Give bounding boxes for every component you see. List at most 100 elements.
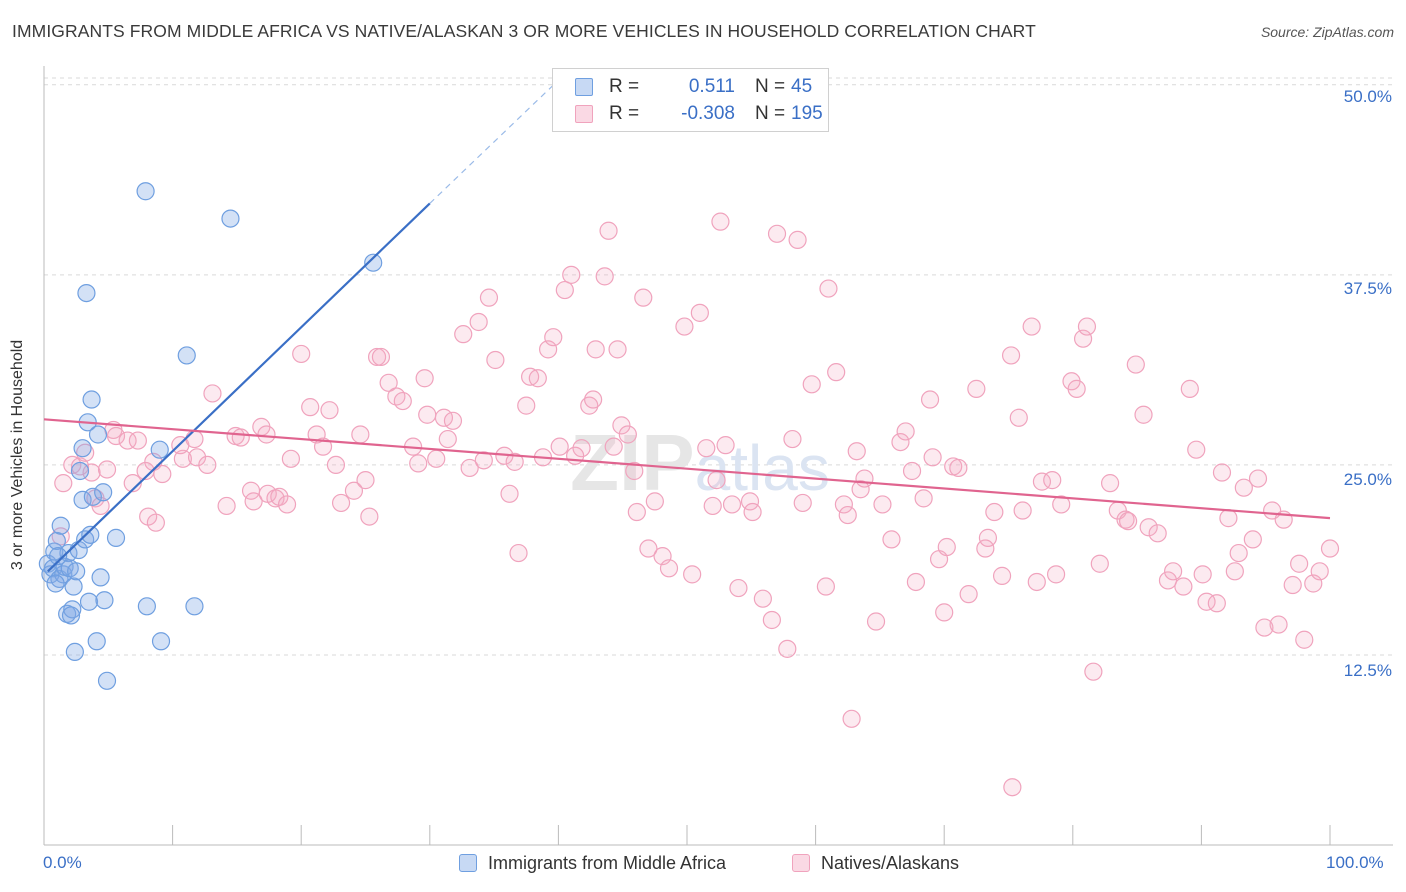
gridlines xyxy=(44,77,1393,656)
pink-point xyxy=(873,495,892,514)
pink-point xyxy=(891,432,910,452)
pink-point xyxy=(1219,509,1238,528)
pink-point xyxy=(1067,379,1086,398)
pink-point xyxy=(618,425,637,444)
pink-point xyxy=(595,267,614,286)
pink-point xyxy=(1134,405,1153,424)
blue-point xyxy=(87,632,106,651)
blue-point xyxy=(137,597,156,616)
pink-point xyxy=(1229,543,1248,563)
pink-point xyxy=(866,612,886,631)
pink-point xyxy=(360,507,379,526)
pink-point xyxy=(231,428,250,447)
pink-point xyxy=(505,452,524,471)
trend-lines xyxy=(43,79,1331,573)
pink-point xyxy=(356,471,375,490)
pink-point xyxy=(521,367,540,386)
y-tick-label: 25.0% xyxy=(1343,470,1392,489)
blue-point xyxy=(177,346,196,365)
blue-point xyxy=(94,483,113,502)
pink-point xyxy=(978,528,998,547)
pink-point xyxy=(460,458,479,478)
pink-swatch xyxy=(575,105,593,123)
pink-point xyxy=(707,471,726,490)
pink-point xyxy=(1187,440,1206,459)
pink-point xyxy=(608,340,627,359)
pink-point xyxy=(992,566,1012,585)
pink-point xyxy=(572,439,591,458)
pink-point xyxy=(1225,562,1244,581)
legend-label-natives-alaskans: Natives/Alaskans xyxy=(821,853,960,873)
blue-point xyxy=(185,597,204,616)
pink-point xyxy=(443,411,463,430)
pink-point xyxy=(1174,577,1193,596)
blue-point xyxy=(97,671,117,690)
pink-point xyxy=(173,449,192,468)
pink-point xyxy=(788,230,807,249)
blue-point xyxy=(77,283,96,303)
pink-point xyxy=(612,416,631,435)
pink-point xyxy=(816,577,835,596)
chart-title: IMMIGRANTS FROM MIDDLE AFRICA VS NATIVE/… xyxy=(12,21,1036,41)
pink-point xyxy=(1139,518,1158,537)
pink-point xyxy=(827,363,846,382)
pink-point xyxy=(474,451,493,470)
r-label: R = xyxy=(609,103,640,124)
pink-series-points xyxy=(51,212,1340,797)
series-legend: Immigrants from Middle Africa Natives/Al… xyxy=(0,851,1406,879)
pink-point xyxy=(1193,565,1212,584)
blue-point xyxy=(82,390,101,409)
y-axis-label: 3 or more Vehicles in Household xyxy=(9,339,26,571)
pink-point xyxy=(722,495,742,514)
pink-point xyxy=(935,603,954,622)
blue-point xyxy=(91,568,110,587)
pink-point xyxy=(627,502,646,522)
pink-point xyxy=(244,492,263,511)
pink-point xyxy=(128,431,147,450)
pink-point xyxy=(896,422,915,441)
blue-point xyxy=(63,600,82,619)
blue-point xyxy=(70,461,90,481)
pink-point xyxy=(949,458,968,478)
pink-point xyxy=(1269,615,1288,634)
pink-point xyxy=(1290,554,1309,573)
pink-point xyxy=(599,221,618,240)
n-label: N = xyxy=(755,103,786,124)
pink-point xyxy=(639,539,658,558)
pink-point xyxy=(409,454,428,473)
pink-point xyxy=(123,474,142,493)
pink-point xyxy=(838,505,857,525)
blue-trend-extension xyxy=(429,79,559,204)
pink-point xyxy=(778,639,797,658)
stats-legend: R = 0.511 N = 45 R = -0.308 N = 195 xyxy=(552,68,829,132)
pink-point xyxy=(604,437,623,456)
pink-legend-swatch xyxy=(792,854,810,872)
pink-point xyxy=(454,325,473,344)
pink-point xyxy=(118,431,137,450)
y-tick-label: 12.5% xyxy=(1343,661,1392,680)
pink-point xyxy=(500,484,519,503)
pink-point xyxy=(882,530,901,549)
pink-point xyxy=(923,448,942,467)
pink-point xyxy=(418,405,437,424)
pink-point xyxy=(82,463,101,482)
pink-point xyxy=(1295,630,1314,649)
pink-point xyxy=(793,493,812,513)
pink-point xyxy=(379,373,398,392)
pink-point xyxy=(146,513,165,532)
pink-point xyxy=(906,572,926,592)
pink-point xyxy=(959,585,978,604)
pink-point xyxy=(1001,346,1021,365)
blue-point xyxy=(88,425,108,444)
n-value: 45 xyxy=(791,76,813,97)
pink-point xyxy=(371,347,391,367)
pink-point xyxy=(469,312,488,332)
pink-point xyxy=(528,369,547,388)
pink-point xyxy=(544,328,563,347)
x-tick-label: 100.0% xyxy=(1326,853,1384,872)
pink-point xyxy=(675,317,694,336)
pink-point xyxy=(802,375,821,394)
blue-series-points xyxy=(38,182,383,690)
pink-point xyxy=(198,455,217,475)
pink-point xyxy=(187,448,207,467)
